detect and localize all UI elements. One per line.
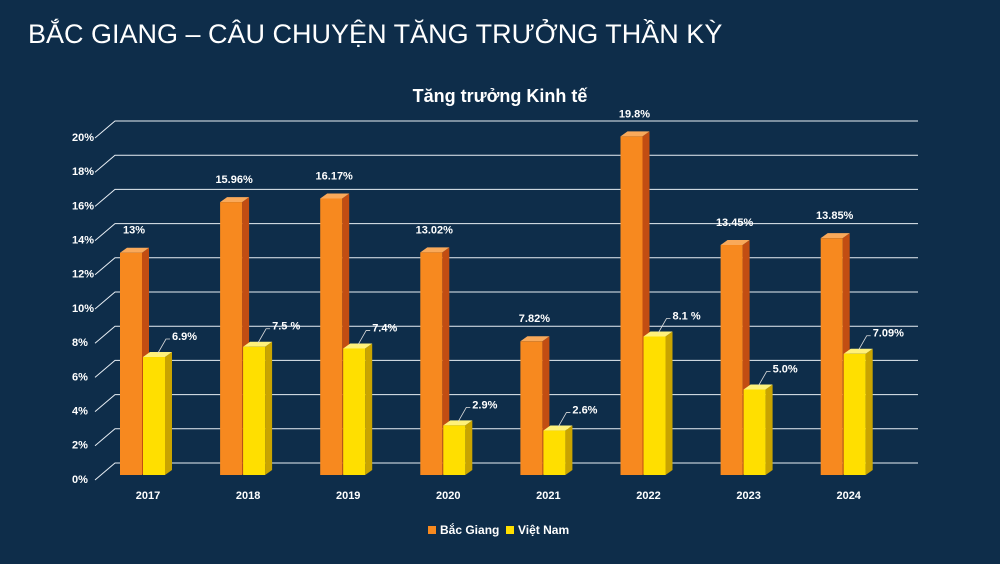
leader-line	[658, 318, 671, 333]
x-tick-label: 2021	[536, 490, 560, 502]
bar-side	[265, 341, 273, 475]
leader-line	[257, 328, 271, 343]
data-label: 15.96%	[215, 174, 253, 186]
legend-swatch	[506, 526, 514, 534]
y-tick-label: 8%	[72, 337, 88, 349]
bar-side	[665, 331, 673, 475]
bar	[843, 353, 866, 475]
bar	[243, 346, 266, 475]
bar-top	[520, 336, 550, 342]
grid-line	[94, 291, 918, 310]
bar	[343, 348, 366, 475]
y-tick-label: 12%	[72, 269, 94, 281]
y-tick-label: 14%	[72, 235, 94, 247]
bar-side	[165, 352, 172, 475]
data-label: 7.5 %	[272, 321, 300, 333]
data-label: 6.9%	[172, 331, 197, 343]
bar-side	[865, 348, 873, 475]
bar-top	[643, 331, 673, 337]
data-label: 13.45%	[716, 217, 754, 229]
bar-top	[120, 247, 149, 253]
bar	[820, 238, 843, 475]
grid-line	[94, 257, 918, 276]
y-tick-label: 20%	[72, 132, 94, 144]
data-label: 13%	[123, 225, 145, 237]
legend-label: Bắc Giang	[440, 522, 499, 537]
grid-line	[94, 188, 918, 207]
bar-top	[543, 425, 573, 431]
bar	[620, 136, 643, 476]
bar-top	[820, 233, 850, 239]
x-tick-label: 2017	[136, 490, 160, 502]
bar-top	[343, 343, 373, 349]
data-label: 7.09%	[873, 328, 904, 340]
leader-line	[157, 338, 170, 354]
bar	[443, 425, 466, 475]
bar-side	[765, 384, 773, 475]
x-tick-label: 2019	[336, 490, 360, 502]
leader-line	[457, 407, 471, 422]
bar-top	[420, 247, 450, 253]
bar	[143, 357, 165, 475]
bar-top	[843, 348, 873, 354]
data-label: 13.85%	[816, 210, 854, 222]
bar-top	[320, 193, 350, 199]
y-tick-label: 2%	[72, 440, 88, 452]
bar-top	[720, 240, 750, 246]
bar	[743, 389, 766, 475]
x-tick-label: 2024	[836, 490, 861, 502]
leader-line	[558, 412, 571, 427]
bar	[543, 430, 566, 475]
data-label: 5.0%	[773, 363, 798, 375]
bar	[643, 336, 666, 475]
grid-line	[94, 154, 918, 173]
legend-swatch	[428, 526, 436, 534]
x-tick-label: 2018	[236, 490, 260, 502]
bar	[320, 198, 343, 476]
y-tick-label: 10%	[72, 303, 94, 315]
bar-top	[620, 131, 650, 137]
bar-side	[365, 343, 373, 475]
bar-top	[243, 341, 273, 347]
chart-title: Tăng trưởng Kinh tế	[413, 86, 589, 106]
grid-line	[94, 325, 918, 344]
bar-side	[565, 425, 573, 475]
y-tick-label: 4%	[72, 406, 88, 418]
bar	[420, 252, 443, 475]
y-tick-label: 18%	[72, 166, 94, 178]
bar	[720, 245, 743, 475]
legend-label: Việt Nam	[518, 523, 569, 537]
leader-line	[357, 330, 371, 345]
bar-top	[743, 384, 773, 390]
bar	[220, 202, 243, 476]
data-label: 16.17%	[316, 170, 354, 182]
grid-line	[94, 120, 918, 139]
y-tick-label: 16%	[72, 200, 94, 212]
leader-line	[758, 371, 771, 386]
bar-top	[220, 197, 250, 203]
y-tick-label: 0%	[72, 474, 88, 486]
data-label: 7.4%	[372, 322, 397, 334]
y-tick-label: 6%	[72, 371, 88, 383]
data-label: 2.9%	[472, 399, 497, 411]
x-tick-label: 2022	[636, 490, 660, 502]
bar	[120, 252, 142, 475]
bar-top	[443, 420, 473, 426]
bar-top	[143, 352, 172, 358]
x-tick-label: 2023	[736, 490, 760, 502]
data-label: 13.02%	[416, 224, 454, 236]
bar-side	[442, 247, 450, 475]
x-tick-label: 2020	[436, 490, 460, 502]
data-label: 7.82%	[519, 313, 550, 325]
leader-line	[858, 335, 871, 350]
data-label: 19.8%	[619, 108, 650, 120]
data-label: 8.1 %	[673, 310, 701, 322]
grid-line	[94, 223, 918, 241]
bar	[520, 341, 543, 475]
data-label: 2.6%	[572, 404, 597, 416]
bar-side	[465, 420, 473, 475]
page-title: BẮC GIANG – CÂU CHUYỆN TĂNG TRƯỞNG THẦN …	[28, 17, 722, 49]
